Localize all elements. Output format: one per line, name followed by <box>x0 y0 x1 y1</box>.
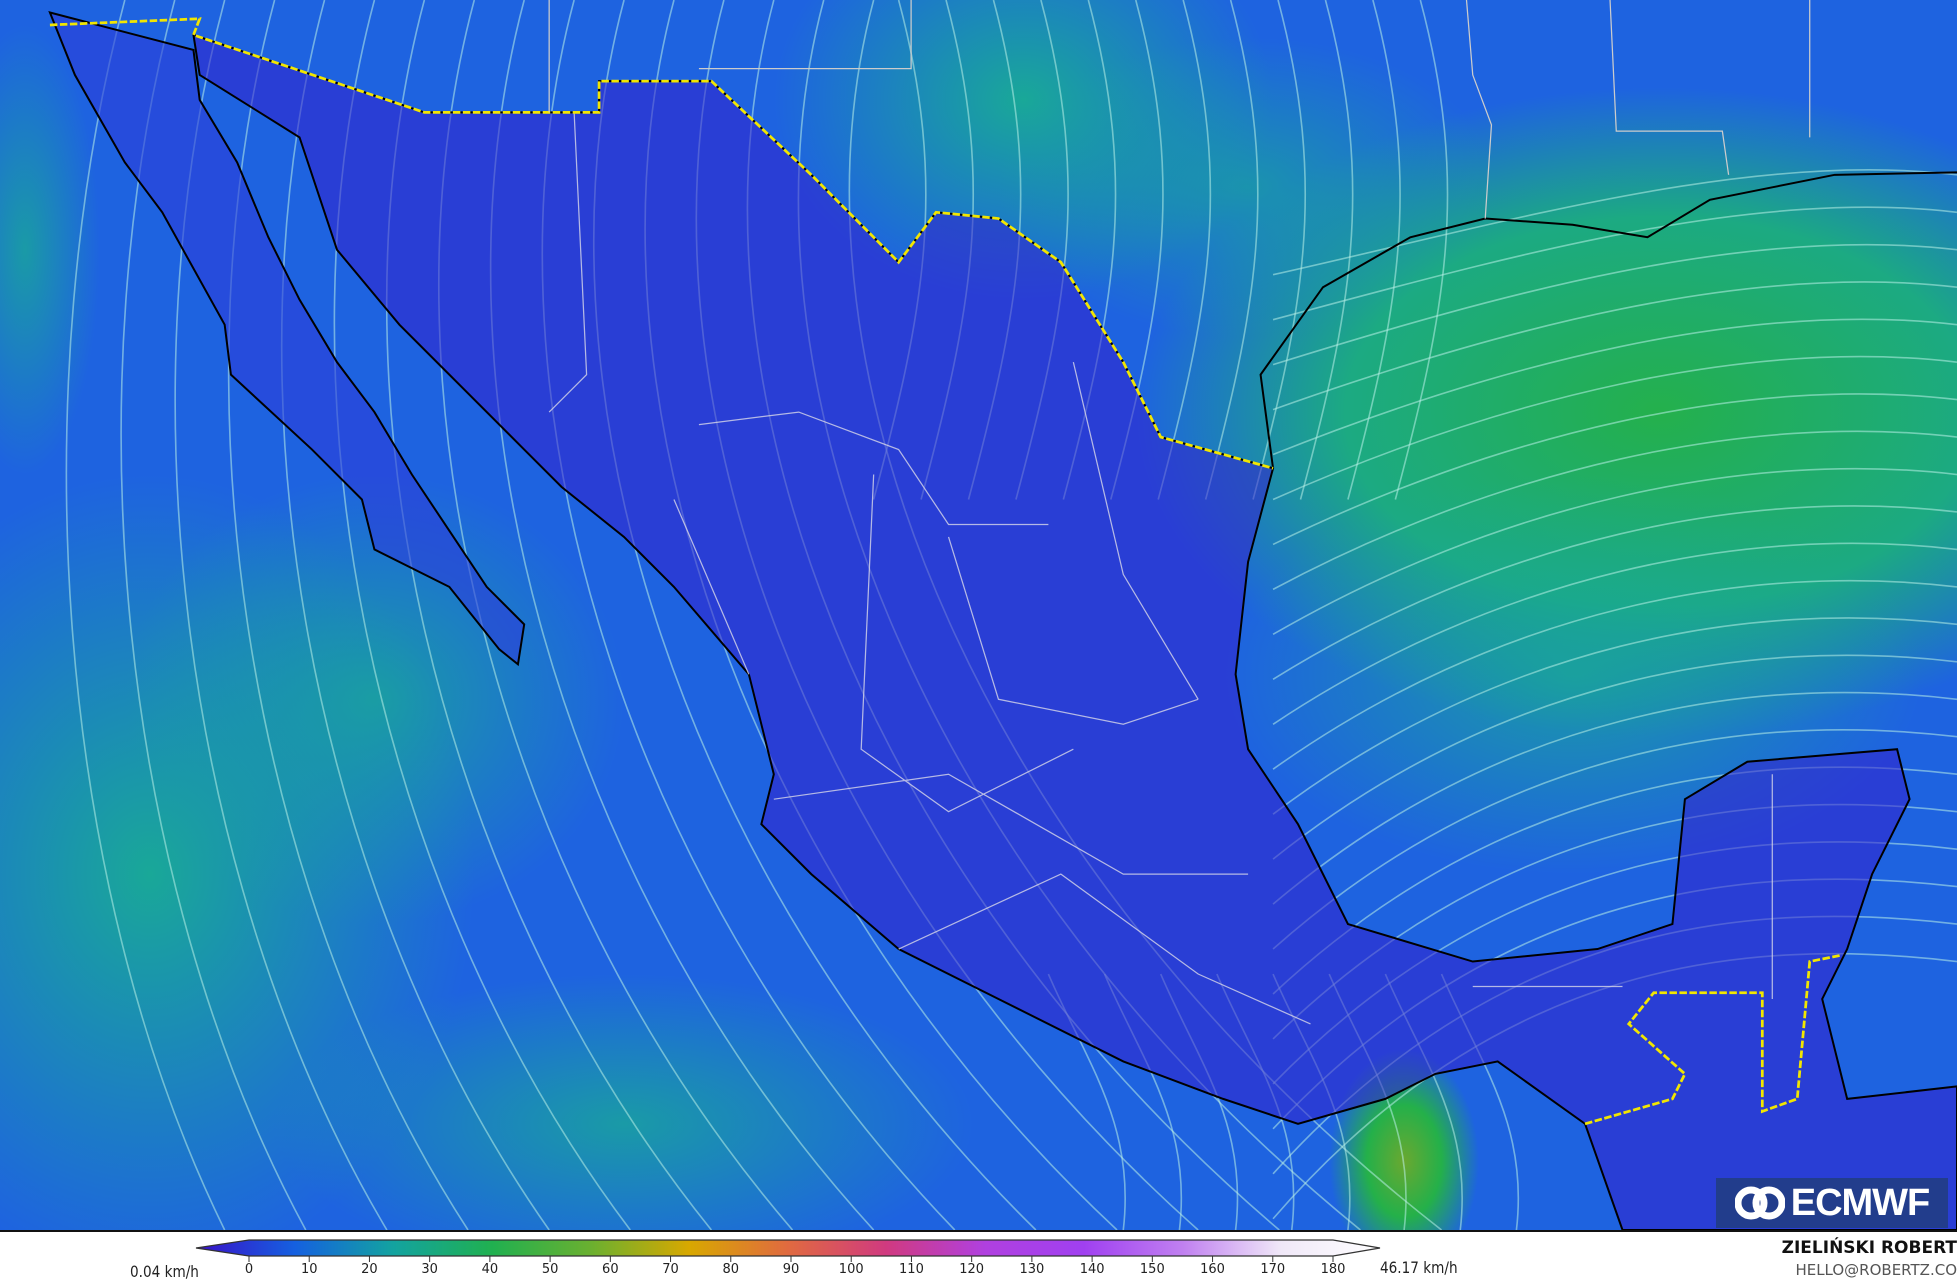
colorbar-tick-label: 0 <box>244 1262 254 1277</box>
streamline <box>1272 281 1957 411</box>
legend-max-label: 46.17 km/h <box>1380 1258 1458 1277</box>
streamline <box>1347 0 1401 500</box>
colorbar-tick-label: 40 <box>481 1262 499 1277</box>
streamline <box>1272 729 1957 950</box>
colorbar-tick-label: 90 <box>782 1262 800 1277</box>
colorbar-tick-label: 10 <box>300 1262 318 1277</box>
us-gulf-coast <box>1259 171 1957 469</box>
streamline <box>1272 355 1957 501</box>
colorbar-tick-label: 110 <box>899 1262 924 1277</box>
colorbar-tick-label: 50 <box>541 1262 559 1277</box>
baja-california <box>48 11 526 667</box>
state-borders <box>548 112 1773 1025</box>
colorbar-tick-label: 130 <box>1019 1262 1045 1277</box>
colorbar-tick-label: 30 <box>421 1262 438 1277</box>
streamline <box>1272 542 1957 725</box>
colorbar-tick-label: 160 <box>1200 1262 1225 1277</box>
legend <box>0 1232 1957 1287</box>
streamline <box>1272 243 1957 366</box>
colorbar-tick-label: 80 <box>722 1262 740 1277</box>
colorbar <box>195 1239 1381 1262</box>
streamline <box>1272 579 1957 770</box>
streamline <box>1272 393 1957 546</box>
streamline <box>65 0 226 1230</box>
colorbar-tick-label: 60 <box>602 1262 619 1277</box>
colorbar-tick-label: 170 <box>1260 1262 1286 1277</box>
streamline <box>1272 617 1957 815</box>
legend-min-label: 0.04 km/h <box>130 1262 199 1281</box>
streamline <box>1272 318 1957 456</box>
us-state-borders <box>548 0 1811 219</box>
colorbar-tick-label: 140 <box>1079 1262 1105 1277</box>
logo-text: ECMWF <box>1790 1181 1931 1224</box>
credit-email: HELLO@ROBERTZ.CO <box>1795 1261 1957 1279</box>
streamline <box>1272 169 1957 276</box>
colorbar-tick-label: 180 <box>1320 1262 1346 1277</box>
colorbar-tick-label: 120 <box>959 1262 985 1277</box>
streamline <box>1252 0 1307 500</box>
credit-name: ZIELIŃSKI ROBERT <box>1781 1238 1957 1258</box>
streamline <box>1272 206 1957 321</box>
streamline <box>1157 0 1212 500</box>
streamline <box>1272 691 1957 905</box>
ecmwf-logo: ECMWF <box>1716 1178 1948 1228</box>
streamline <box>1394 0 1449 500</box>
streamline <box>1204 0 1259 500</box>
colorbar-tick-label: 70 <box>662 1262 679 1277</box>
streamline <box>1272 654 1957 860</box>
streamline <box>1272 505 1957 680</box>
ecmwf-logo-icon <box>1734 1186 1785 1220</box>
wind-map <box>0 0 1957 1232</box>
colorbar-tick-label: 20 <box>361 1262 378 1277</box>
streamline <box>1272 430 1957 591</box>
streamline <box>1299 0 1354 500</box>
country-borders <box>49 17 1842 1126</box>
streamline <box>280 0 550 1230</box>
streamline <box>1272 467 1957 636</box>
colorbar-tick-label: 100 <box>838 1262 864 1277</box>
colorbar-tick-label: 150 <box>1139 1262 1165 1277</box>
